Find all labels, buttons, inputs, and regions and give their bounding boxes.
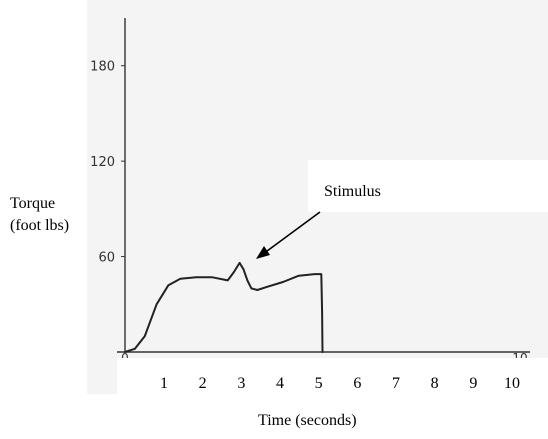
x-axis-label: Time (seconds) [258,412,357,429]
x-tick-label: 7 [392,375,400,392]
y-tick-label: 180 [90,60,115,75]
x-tick-box [117,358,548,400]
y-tick-label: 120 [90,155,115,170]
torque-line [124,261,324,353]
x-tick-label: 1 [160,375,168,392]
x-tick-label: 8 [431,375,439,392]
x-tick-label: 2 [199,375,207,392]
y-axis-label-line-2: (foot lbs) [10,217,69,234]
x-ticks: 1 2 3 4 5 6 7 8 9 10 [160,375,520,392]
x-tick-label: 10 [504,375,520,392]
stimulus-arrow [256,211,321,259]
x-tick-label: 6 [353,375,361,392]
annotation-box [308,160,548,212]
x-tick-label: 9 [469,375,477,392]
y-ticks: 60 120 180 [90,60,125,266]
x-tick-label: 4 [276,375,284,392]
x-tick-label: 3 [237,375,245,392]
stimulus-label: Stimulus [324,183,381,200]
y-axis-label-line-1: Torque [10,195,55,212]
x-tick-label: 5 [315,375,323,392]
y-tick-label: 60 [98,251,115,266]
